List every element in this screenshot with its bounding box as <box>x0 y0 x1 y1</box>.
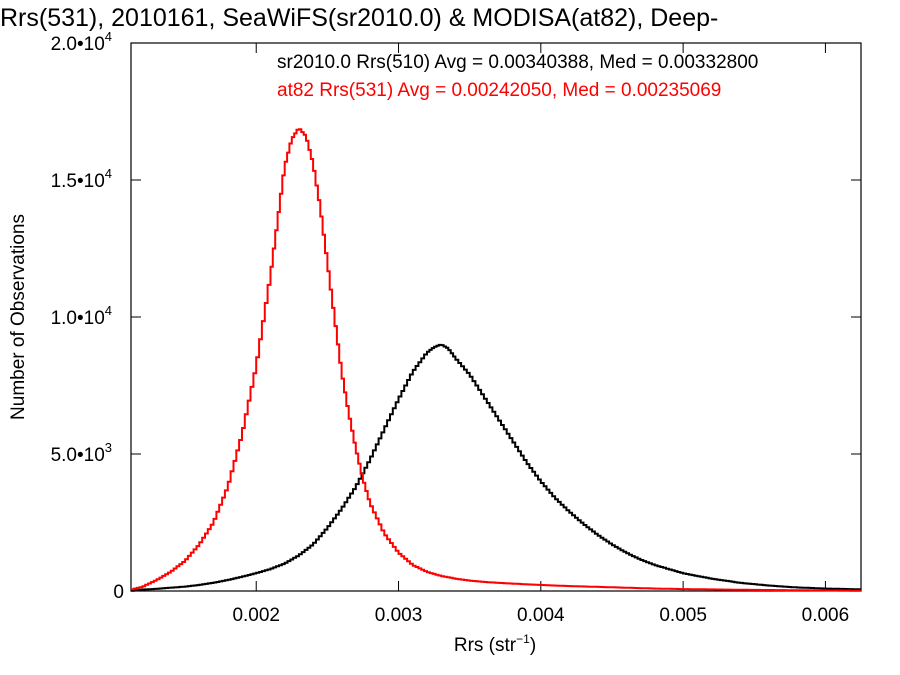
y-tick-label: 0 <box>113 582 124 603</box>
x-tick-label: 0.006 <box>802 605 850 626</box>
y-tick-mantissa: 1.5•10 <box>51 171 105 192</box>
chart-title: Rrs(531), 2010161, SeaWiFS(sr2010.0) & M… <box>0 4 718 32</box>
y-tick-exponent: 4 <box>105 29 112 44</box>
y-axis-label: Number of Observations <box>8 214 29 420</box>
legend-entry-at82: at82 Rrs(531) Avg = 0.00242050, Med = 0.… <box>277 80 721 101</box>
series-at82-histogram <box>131 128 861 592</box>
histogram-line <box>131 128 861 592</box>
y-tick-mantissa: 2.0•10 <box>51 34 105 55</box>
x-axis-label: Rrs (str−1) <box>454 632 536 656</box>
x-tick-label: 0.004 <box>517 605 565 626</box>
y-tick-label: 2.0•104 <box>51 29 112 55</box>
ticks-layer: 0.002 0.003 0.004 0.005 0.00605.0•1031.0•104… <box>51 29 861 626</box>
y-tick-exponent: 4 <box>105 303 112 318</box>
x-tick-label: 0.002 <box>232 605 280 626</box>
y-tick-exponent: 4 <box>105 166 112 181</box>
legend-entry-sr2010: sr2010.0 Rrs(510) Avg = 0.00340388, Med … <box>277 52 758 73</box>
x-tick-label: 0.005 <box>659 605 707 626</box>
plot-frame <box>130 42 862 592</box>
series-layer <box>131 128 861 592</box>
x-axis-label-end: ) <box>530 635 536 656</box>
y-tick-exponent: 3 <box>105 440 112 455</box>
x-axis-label-main: Rrs (str <box>454 635 517 656</box>
y-tick-label: 1.0•104 <box>51 303 112 329</box>
series-sr2010-histogram <box>131 343 861 592</box>
y-tick-mantissa: 0 <box>113 582 124 603</box>
y-tick-label: 1.5•104 <box>51 166 112 192</box>
y-tick-label: 5.0•103 <box>51 440 112 466</box>
x-tick-label: 0.003 <box>375 605 423 626</box>
y-tick-mantissa: 1.0•10 <box>51 308 105 329</box>
histogram-line <box>131 343 861 592</box>
y-tick-mantissa: 5.0•10 <box>51 445 105 466</box>
x-axis-label-sup: −1 <box>516 632 530 646</box>
